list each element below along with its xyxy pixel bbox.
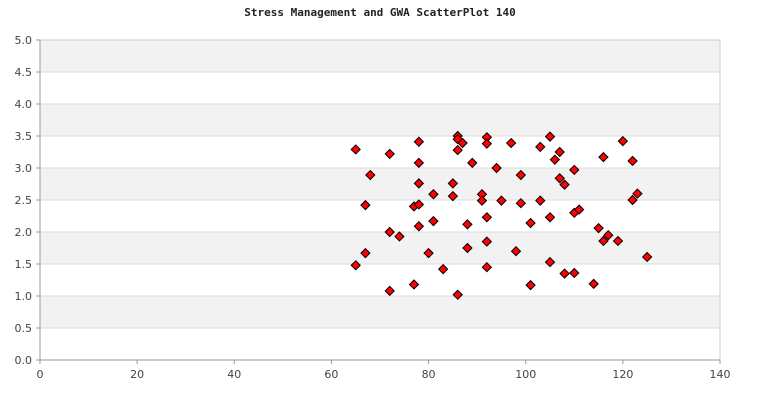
data-point [549,154,561,165]
grid-band [40,104,720,136]
data-point [559,268,570,279]
y-tick-label: 0.0 [15,354,33,367]
data-point [350,260,361,271]
data-point [394,231,405,242]
data-point [544,131,556,142]
y-tick-label: 1.5 [15,258,33,271]
data-point [627,194,638,206]
grid-bands [40,40,720,360]
data-point [505,137,517,149]
data-point [481,236,493,247]
data-point [365,169,376,181]
data-point [413,221,425,232]
data-point [408,279,420,290]
data-point [413,178,425,189]
grid-band [40,136,720,168]
data-point [413,136,425,147]
data-point [437,263,449,275]
data-point [447,190,459,202]
data-point [452,289,463,300]
data-point [612,235,624,247]
y-tick-label: 1.0 [15,290,33,303]
data-point [462,242,473,254]
data-point [603,229,614,241]
data-point [491,162,502,174]
x-tick-label: 120 [612,368,633,381]
x-tick-label: 60 [324,368,338,381]
y-tick-label: 3.5 [15,130,33,143]
data-point [588,278,599,290]
grid-band [40,168,720,200]
data-point [476,195,488,206]
data-point [535,195,546,206]
data-point [481,212,493,223]
y-axis-ticks: 0.0 0.5 1.0 1.5 2.0 2.5 3.0 3.5 4.0 4.5 5.0 [15,34,40,367]
grid-band [40,200,720,232]
data-point [384,148,395,160]
data-point [554,146,565,158]
data-point [544,256,556,268]
data-point [627,155,638,167]
x-tick-label: 20 [130,368,144,381]
data-point [384,285,395,297]
data-point [554,173,565,184]
data-point [593,222,604,234]
data-point [544,212,556,223]
data-point [535,141,546,153]
data-point [423,247,434,259]
data-point [428,215,439,227]
data-point [413,199,425,210]
data-point [384,226,395,238]
y-tick-label: 0.5 [15,322,33,335]
data-point [617,135,629,147]
data-point [481,138,493,149]
y-tick-label: 2.0 [15,226,33,239]
data-point [515,197,527,209]
data-point [559,179,570,190]
x-axis-ticks: 0 20 40 60 80 100 120 140 [37,360,731,381]
grid-band [40,264,720,296]
data-point [496,195,507,206]
data-point [641,251,653,263]
x-tick-label: 140 [710,368,731,381]
data-point [598,151,609,163]
data-point [360,247,371,259]
grid-band [40,296,720,328]
data-point [525,217,536,229]
data-point [525,279,536,291]
x-tick-label: 100 [515,368,536,381]
grid-band [40,72,720,104]
data-point [360,199,371,211]
data-point [462,219,473,230]
data-points [350,130,653,300]
data-point [457,137,468,149]
data-point [569,267,580,279]
chart-title: Stress Management and GWA ScatterPlot 14… [244,6,516,19]
x-tick-label: 0 [37,368,44,381]
x-tick-label: 40 [227,368,241,381]
grid-band [40,40,720,72]
data-point [452,144,463,156]
data-point [569,164,580,176]
y-tick-label: 5.0 [15,34,33,47]
data-point [515,169,527,181]
data-point [632,188,643,199]
data-point [413,157,425,169]
data-point [467,157,478,169]
data-point [447,178,459,189]
data-point [598,235,609,247]
y-tick-label: 2.5 [15,194,33,207]
y-tick-label: 3.0 [15,162,33,175]
data-point [350,144,361,155]
x-tick-label: 80 [422,368,436,381]
y-tick-label: 4.0 [15,98,33,111]
data-point [481,261,493,273]
data-point [428,189,439,200]
data-point [510,245,522,257]
y-tick-label: 4.5 [15,66,33,79]
grid-band [40,328,720,360]
data-point [573,204,585,215]
